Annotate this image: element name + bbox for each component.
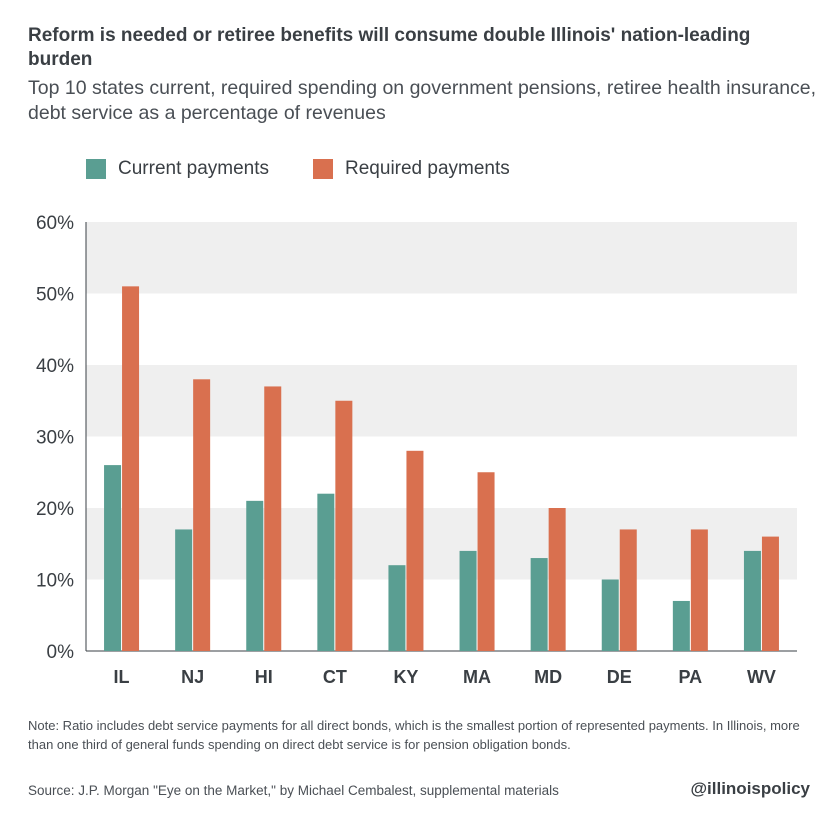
bar-required-pa [690,529,708,651]
y-tick-label: 30% [36,428,74,449]
y-tick-label: 0% [47,642,75,663]
x-tick-label: KY [393,667,418,687]
x-tick-label: IL [114,667,130,687]
legend-swatch-required [313,159,334,179]
x-tick-label: PA [679,667,703,687]
bar-current-ct [317,493,335,651]
footnote: Note: Ratio includes debt service paymen… [28,718,800,752]
bar-current-hi [246,500,264,651]
grid-band [86,508,797,580]
chart-subtitle: Top 10 states current, required spending… [28,77,817,124]
legend-swatch-current [86,159,106,179]
x-tick-label: DE [607,667,632,687]
bar-current-pa [672,600,690,651]
y-tick-label: 20% [36,499,74,520]
x-tick-label: HI [255,667,273,687]
y-tick-label: 50% [36,285,74,306]
grid-band [86,222,797,294]
bar-required-ma [477,472,495,651]
bar-chart: 0% 10% 20% 30% 40% 50% 60% IL NJ HI CT KY MA MD DE PA WV [36,213,797,687]
bar-required-hi [264,386,282,651]
bar-current-md [530,558,548,651]
bar-required-ct [335,400,353,651]
bar-current-de [601,579,619,651]
x-tick-label: CT [323,667,347,687]
legend-item-required: Required payments [313,158,510,180]
bar-required-wv [761,536,779,651]
bar-required-ky [406,450,424,651]
y-tick-label: 10% [36,571,74,592]
legend-item-current: Current payments [86,158,269,180]
bar-current-nj [175,529,193,651]
grid-band [86,365,797,437]
bar-required-de [619,529,637,651]
social-handle: @illinoispolicy [690,779,810,798]
bar-current-wv [743,550,761,651]
bar-required-il [122,286,140,651]
bar-required-md [548,508,566,651]
legend-label-required: Required payments [345,158,510,179]
x-tick-label: NJ [181,667,204,687]
bar-current-ma [459,550,477,651]
y-tick-label: 40% [36,356,74,377]
chart-title: Reform is needed or retiree benefits wil… [28,25,751,70]
bar-current-ky [388,565,406,651]
bar-required-nj [193,379,211,651]
x-tick-label: MA [463,667,491,687]
x-tick-label: MD [534,667,562,687]
bar-current-il [104,465,122,651]
legend: Current payments Required payments [86,158,554,180]
x-tick-label: WV [747,667,776,687]
legend-label-current: Current payments [118,158,270,179]
source-text: Source: J.P. Morgan "Eye on the Market,"… [28,783,559,798]
y-tick-label: 60% [36,213,74,234]
